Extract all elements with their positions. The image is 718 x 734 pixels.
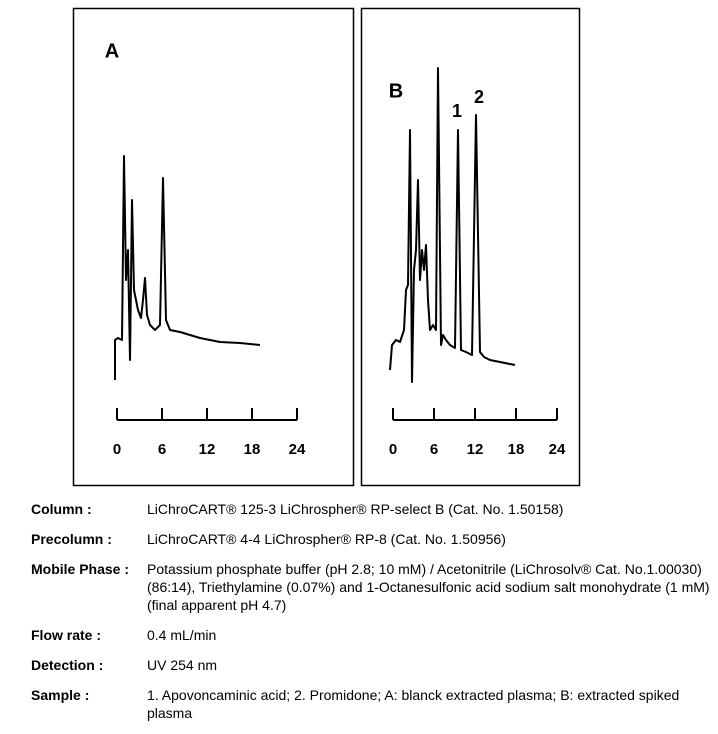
parameter-key: Precolumn : — [31, 531, 112, 547]
parameter-row: Precolumn : LiChroCART® 4-4 LiChrospher® … — [0, 530, 718, 548]
x-tick-label: 0 — [113, 441, 121, 458]
parameter-row: Column : LiChroCART® 125-3 LiChrospher® R… — [0, 500, 718, 518]
parameter-row: Detection : UV 254 nm — [0, 656, 718, 674]
chromatograms: A B 1 2 0 6 12 18 24 0 6 12 18 24 — [72, 7, 581, 487]
parameter-value: LiChroCART® 125-3 LiChrospher® RP-select… — [147, 501, 564, 517]
parameter-value: LiChroCART® 4-4 LiChrospher® RP-8 (Cat. … — [147, 531, 506, 547]
parameter-list: Column : LiChroCART® 125-3 LiChrospher® R… — [0, 500, 718, 734]
panel-label: A — [105, 40, 119, 62]
parameter-key: Flow rate : — [31, 627, 102, 643]
x-tick-label: 12 — [467, 441, 484, 458]
panel-label: B — [389, 80, 403, 102]
x-tick-label: 18 — [244, 441, 261, 458]
x-tick-label: 12 — [199, 441, 216, 458]
parameter-key: Column : — [31, 501, 92, 517]
parameter-value: 0.4 mL/min — [147, 627, 217, 643]
parameter-key: Detection : — [31, 657, 104, 673]
parameter-row: Mobile Phase : Potassium phosphate buffer… — [0, 560, 718, 614]
x-tick-label: 6 — [158, 441, 166, 458]
x-tick-label: 24 — [289, 441, 306, 458]
peak-label: 1 — [452, 101, 462, 121]
parameter-row: Sample : 1. Apovoncaminic acid; 2. Promid… — [0, 686, 718, 722]
parameter-key: Sample : — [31, 687, 90, 703]
trace — [389, 67, 516, 383]
x-tick-label: 18 — [508, 441, 525, 458]
parameter-row: Flow rate : 0.4 mL/min — [0, 626, 718, 644]
parameter-value: Potassium phosphate buffer (pH 2.8; 10 m… — [147, 561, 710, 613]
panel-frame — [360, 7, 581, 487]
x-tick-label: 0 — [389, 441, 397, 458]
x-tick-label: 24 — [549, 441, 566, 458]
parameter-value: 1. Apovoncaminic acid; 2. Promidone; A: … — [147, 687, 680, 721]
parameter-value: UV 254 nm — [147, 657, 218, 673]
peak-label: 2 — [474, 87, 484, 107]
panel-frame — [72, 7, 355, 487]
trace — [114, 155, 261, 380]
x-tick-label: 6 — [430, 441, 438, 458]
parameter-key: Mobile Phase : — [31, 561, 130, 577]
